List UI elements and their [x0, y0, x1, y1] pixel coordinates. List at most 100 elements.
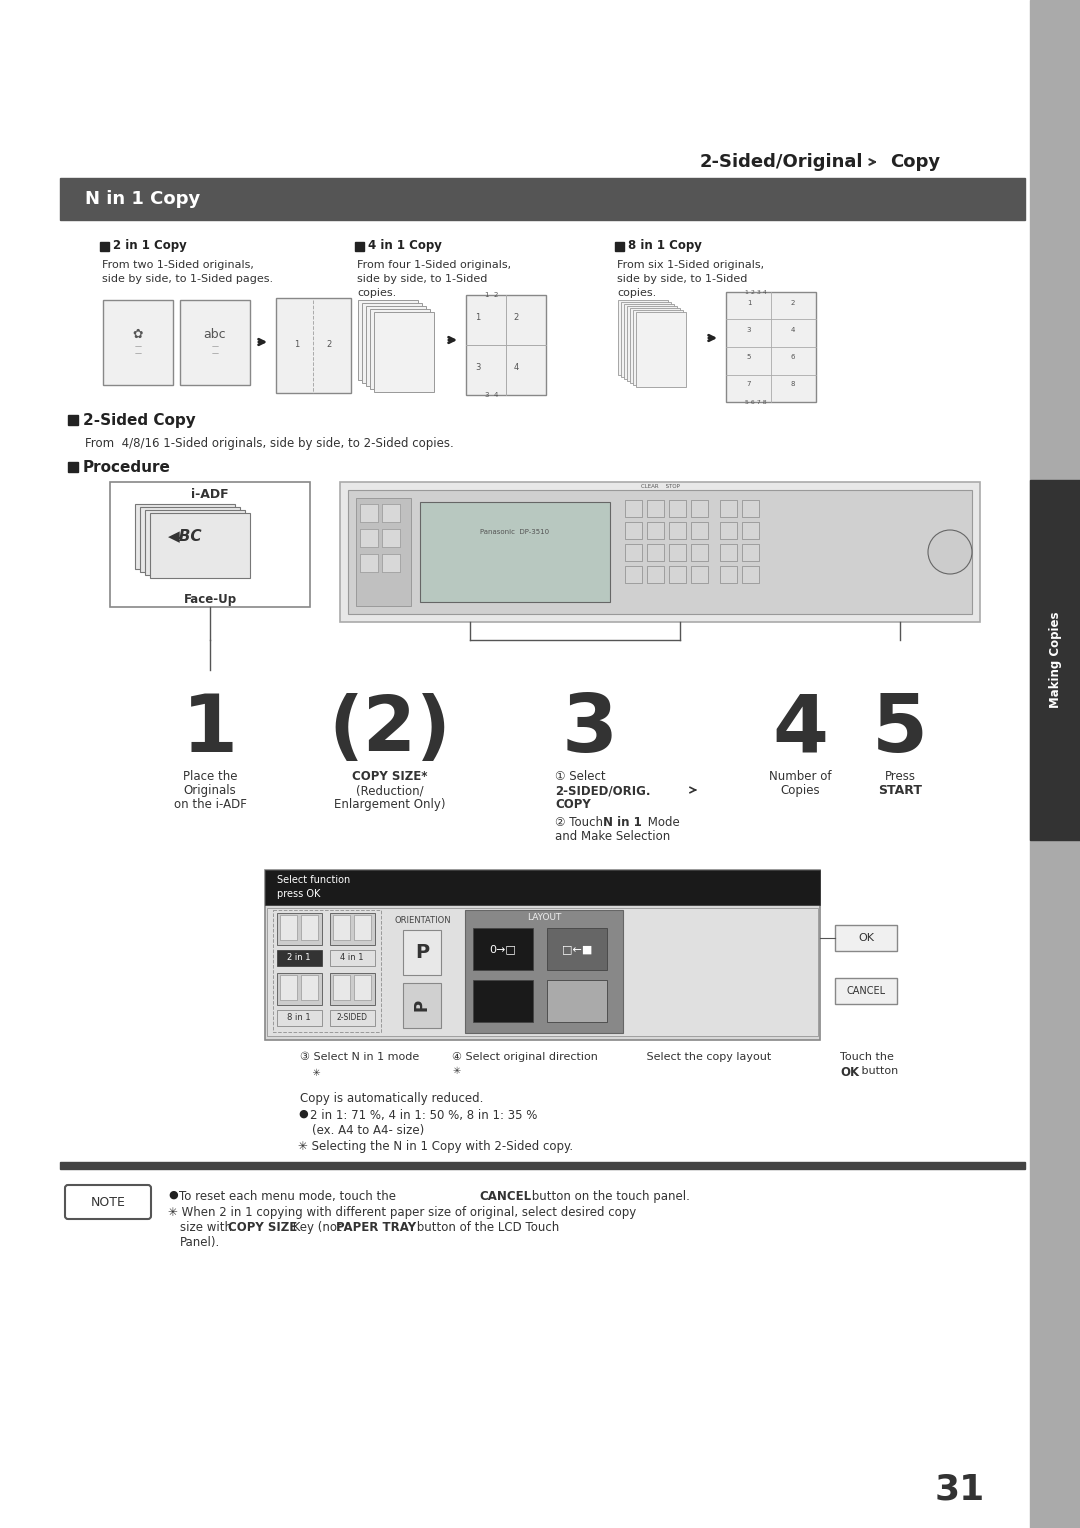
Bar — [145, 510, 245, 575]
Text: Copy is automatically reduced.: Copy is automatically reduced. — [300, 1093, 484, 1105]
Text: —
—: — — — [212, 344, 218, 356]
Bar — [647, 565, 664, 584]
Bar — [647, 500, 664, 516]
Bar — [1030, 0, 1080, 1528]
Text: Copy: Copy — [890, 153, 940, 171]
Text: Key (not: Key (not — [289, 1221, 346, 1235]
Bar — [669, 500, 686, 516]
Text: 4: 4 — [772, 691, 828, 769]
Text: 3: 3 — [475, 364, 481, 371]
Bar — [382, 529, 400, 547]
Text: Panel).: Panel). — [180, 1236, 220, 1248]
Text: Select the copy layout: Select the copy layout — [636, 1051, 771, 1062]
Bar — [726, 292, 816, 402]
Text: 1  2: 1 2 — [485, 292, 499, 298]
Bar — [276, 914, 322, 944]
Text: 31: 31 — [935, 1473, 985, 1507]
Text: Originals: Originals — [184, 784, 237, 798]
Text: NOTE: NOTE — [91, 1195, 125, 1209]
Bar — [333, 915, 350, 940]
Text: 5: 5 — [872, 691, 928, 769]
Bar — [360, 504, 378, 523]
Bar — [403, 931, 441, 975]
Bar — [546, 927, 607, 970]
Bar — [100, 241, 109, 251]
Text: (2): (2) — [328, 694, 451, 767]
Text: N in 1: N in 1 — [603, 816, 642, 830]
Text: 1: 1 — [746, 299, 752, 306]
Bar — [140, 507, 240, 571]
Bar — [473, 979, 534, 1022]
Text: P: P — [413, 999, 431, 1012]
Bar — [465, 295, 546, 396]
Bar — [691, 500, 708, 516]
Text: Press: Press — [885, 770, 916, 782]
Bar — [60, 1161, 1025, 1169]
Text: 1: 1 — [295, 341, 299, 348]
Bar — [265, 869, 820, 1041]
Text: 3: 3 — [562, 691, 618, 769]
Text: 8: 8 — [791, 380, 795, 387]
Text: 2 in 1: 71 %, 4 in 1: 50 %, 8 in 1: 35 %: 2 in 1: 71 %, 4 in 1: 50 %, 8 in 1: 35 % — [310, 1109, 538, 1122]
Bar — [618, 299, 669, 374]
Text: 7: 7 — [746, 380, 752, 387]
Bar — [330, 914, 375, 944]
Bar — [267, 908, 818, 1036]
Bar — [330, 950, 375, 966]
Bar — [1030, 480, 1080, 840]
Bar — [362, 303, 422, 384]
Text: and Make Selection: and Make Selection — [555, 830, 671, 843]
Bar — [357, 299, 418, 380]
Bar — [340, 481, 980, 622]
Text: From  4/8/16 1-Sided originals, side by side, to 2-Sided copies.: From 4/8/16 1-Sided originals, side by s… — [85, 437, 454, 451]
Text: side by side, to 1-Sided pages.: side by side, to 1-Sided pages. — [102, 274, 273, 284]
Text: Place the: Place the — [183, 770, 238, 782]
Text: From six 1-Sided originals,: From six 1-Sided originals, — [617, 260, 765, 270]
Bar — [625, 500, 642, 516]
Text: Touch the: Touch the — [840, 1051, 894, 1062]
Text: To reset each menu mode, touch the: To reset each menu mode, touch the — [179, 1190, 400, 1203]
Text: From two 1-Sided originals,: From two 1-Sided originals, — [102, 260, 254, 270]
Bar — [103, 299, 173, 385]
Text: ◀BC: ◀BC — [167, 529, 202, 544]
Text: ✳: ✳ — [453, 1067, 460, 1076]
Text: ② Touch: ② Touch — [555, 816, 607, 830]
Text: COPY SIZE: COPY SIZE — [228, 1221, 297, 1235]
Text: CANCEL: CANCEL — [847, 986, 886, 996]
Text: Number of: Number of — [769, 770, 832, 782]
Text: 3  4: 3 4 — [485, 393, 499, 397]
Text: (ex. A4 to A4- size): (ex. A4 to A4- size) — [312, 1125, 424, 1137]
Text: 5: 5 — [746, 354, 752, 361]
Bar — [360, 529, 378, 547]
Text: Making Copies: Making Copies — [1049, 611, 1062, 709]
Text: 2: 2 — [791, 299, 795, 306]
Text: 2: 2 — [513, 313, 518, 322]
Text: size with: size with — [180, 1221, 235, 1235]
Text: i-ADF: i-ADF — [191, 487, 229, 501]
Bar — [669, 523, 686, 539]
Bar — [720, 544, 737, 561]
Bar — [301, 915, 318, 940]
Text: ●: ● — [168, 1190, 178, 1199]
Bar — [625, 544, 642, 561]
Bar — [382, 504, 400, 523]
Bar — [835, 978, 897, 1004]
Bar — [356, 498, 411, 607]
Bar — [630, 309, 680, 384]
Bar — [273, 911, 381, 1031]
Bar — [691, 523, 708, 539]
Bar — [691, 544, 708, 561]
Text: 4: 4 — [791, 327, 795, 333]
Text: 4 in 1: 4 in 1 — [340, 953, 364, 963]
Text: 2-SIDED: 2-SIDED — [337, 1013, 367, 1022]
Bar — [276, 950, 322, 966]
Text: ✳ Selecting the N in 1 Copy with 2-Sided copy.: ✳ Selecting the N in 1 Copy with 2-Sided… — [298, 1140, 573, 1154]
Text: 2-Sided Copy: 2-Sided Copy — [83, 413, 195, 428]
Bar — [354, 975, 372, 999]
Bar — [180, 299, 249, 385]
Bar — [68, 461, 78, 472]
Bar — [333, 975, 350, 999]
Bar — [330, 1010, 375, 1025]
Text: 8 in 1: 8 in 1 — [287, 1013, 311, 1022]
Text: button of the LCD Touch: button of the LCD Touch — [413, 1221, 559, 1235]
